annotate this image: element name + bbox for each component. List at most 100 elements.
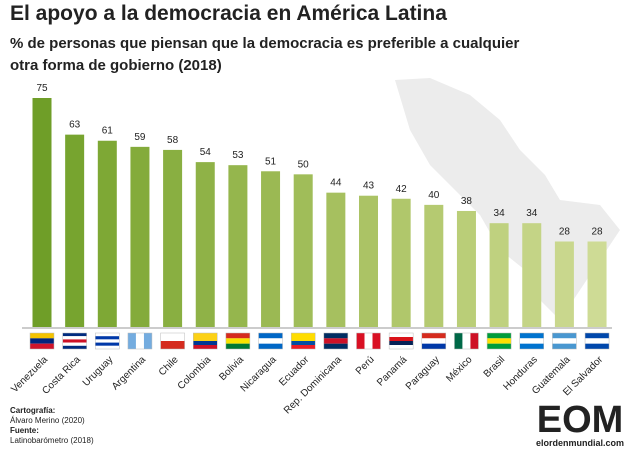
- flag: [585, 343, 610, 349]
- flag-border: [290, 332, 316, 350]
- flag: [323, 338, 348, 344]
- flag: [225, 338, 250, 344]
- flag-border: [454, 332, 479, 350]
- flag: [225, 333, 250, 339]
- bar: [228, 165, 248, 327]
- flag-border: [62, 332, 87, 350]
- flag: [389, 341, 414, 345]
- bar: [522, 223, 542, 327]
- flag: [62, 333, 87, 337]
- flag: [470, 333, 479, 349]
- flag: [95, 336, 120, 340]
- value-label: 44: [330, 178, 342, 189]
- value-label: 50: [298, 159, 310, 170]
- footer-label: Cartografía:: [10, 406, 55, 415]
- value-label: 61: [102, 126, 114, 137]
- value-label: 40: [428, 190, 440, 201]
- flag: [585, 333, 610, 339]
- flag: [95, 342, 120, 346]
- bar: [587, 241, 607, 327]
- flag: [421, 343, 446, 349]
- x-tick-label: Brasil: [482, 354, 507, 379]
- bar: [195, 162, 215, 327]
- flag: [135, 333, 144, 349]
- footer-text: Latinobarómetro (2018): [10, 436, 94, 445]
- value-label: 28: [559, 227, 571, 238]
- flag: [364, 333, 373, 349]
- flag: [193, 337, 218, 341]
- value-label: 42: [396, 184, 408, 195]
- flag: [585, 338, 610, 344]
- x-tick-label: México: [444, 354, 474, 384]
- flag: [519, 338, 544, 344]
- chart-subtitle: otra forma de gobierno (2018): [10, 57, 222, 74]
- flag-border: [486, 332, 512, 350]
- flag: [389, 333, 414, 337]
- bar: [293, 174, 313, 327]
- value-label: 63: [69, 120, 81, 131]
- x-tick-label: Chile: [157, 354, 181, 378]
- value-label: 54: [200, 147, 212, 158]
- bar: [391, 198, 411, 327]
- flag: [552, 343, 577, 349]
- flag: [30, 343, 54, 349]
- bar: [65, 134, 85, 327]
- bar: [456, 210, 476, 327]
- flag: [519, 343, 544, 349]
- value-label: 58: [167, 135, 179, 146]
- flag: [421, 333, 446, 339]
- bar: [489, 223, 509, 327]
- flag: [30, 338, 54, 344]
- value-label: 43: [363, 181, 375, 192]
- bar: [359, 195, 378, 327]
- flag: [62, 342, 87, 346]
- flag: [389, 345, 414, 349]
- value-label: 53: [232, 150, 244, 161]
- value-label: 59: [134, 132, 146, 143]
- flag: [62, 339, 87, 343]
- flag-border: [225, 332, 251, 350]
- flag: [454, 333, 463, 349]
- value-label: 75: [36, 83, 48, 94]
- logo-mark: EOM: [537, 399, 624, 441]
- flag: [30, 333, 54, 339]
- flag: [291, 341, 316, 345]
- flag-border: [193, 332, 218, 350]
- x-tick-label: Nicaragua: [239, 354, 279, 394]
- flag: [127, 333, 136, 349]
- flag: [258, 338, 283, 344]
- value-label: 51: [265, 156, 277, 167]
- flag: [291, 345, 316, 349]
- value-label: 34: [526, 208, 538, 219]
- value-label: 38: [461, 196, 473, 207]
- flag-border: [552, 332, 577, 350]
- bar: [163, 149, 183, 327]
- flag: [487, 338, 512, 344]
- flag: [323, 333, 348, 339]
- bar: [424, 204, 444, 327]
- chart-subtitle: % de personas que piensan que la democra…: [10, 35, 520, 52]
- flag-border: [127, 332, 153, 350]
- bar: [97, 140, 117, 327]
- flag: [356, 333, 365, 349]
- x-tick-label: Colombia: [176, 354, 214, 392]
- value-label: 28: [591, 227, 603, 238]
- flag: [372, 333, 381, 349]
- flag: [62, 345, 87, 349]
- flag: [95, 345, 120, 349]
- x-tick-label: Bolivia: [217, 354, 246, 383]
- flag: [193, 341, 218, 345]
- flag: [389, 337, 414, 341]
- flag: [95, 333, 120, 337]
- flag-border: [356, 332, 381, 350]
- flag: [487, 333, 512, 339]
- flag: [323, 343, 348, 349]
- footer-text: Álvaro Merino (2020): [10, 416, 85, 425]
- flag: [193, 333, 218, 337]
- flag: [160, 341, 185, 349]
- flag: [487, 343, 512, 349]
- flag: [552, 338, 577, 344]
- chart-title: El apoyo a la democracia en América Lati…: [10, 2, 447, 25]
- flag-border: [388, 332, 414, 350]
